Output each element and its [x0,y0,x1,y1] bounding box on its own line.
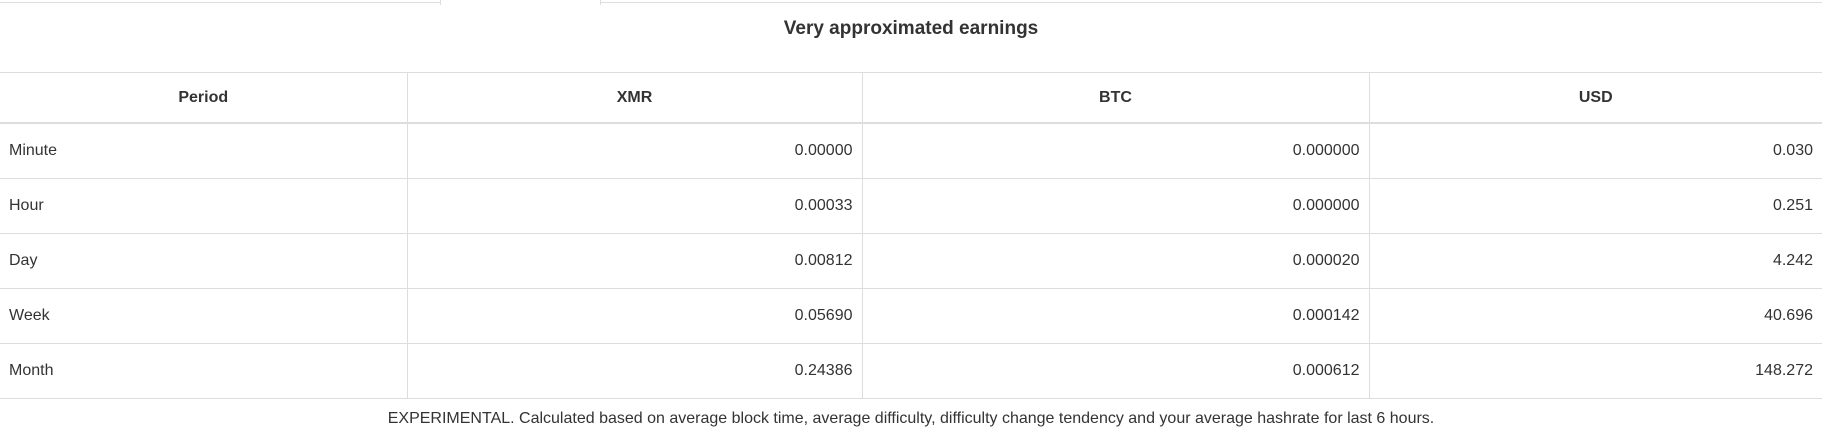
xmr-value: 0.05690 [406,288,862,344]
usd-value: 148.272 [1368,343,1822,399]
experimental-disclaimer: EXPERIMENTAL. Calculated based on averag… [387,410,1435,427]
page-title: Very approximated earnings [783,18,1039,39]
btc-value: 0.000142 [861,288,1369,344]
column-header-usd: USD [1368,72,1822,124]
header-row: Period XMR BTC USD [0,72,1822,124]
btc-value: 0.000000 [861,178,1369,234]
active-tab-remnant[interactable] [440,0,601,5]
xmr-value: 0.00812 [406,233,862,289]
usd-value: 4.242 [1368,233,1822,289]
period-label: Hour [0,178,407,234]
earnings-table-header: Period XMR BTC USD [0,72,1822,124]
table-row-hour: Hour 0.00033 0.000000 0.251 [0,178,1822,234]
usd-value: 40.696 [1368,288,1822,344]
period-label: Minute [0,123,407,179]
table-row-day: Day 0.00812 0.000020 4.242 [0,233,1822,289]
usd-value: 0.251 [1368,178,1822,234]
table-row-week: Week 0.05690 0.000142 40.696 [0,288,1822,344]
period-label: Week [0,288,407,344]
btc-value: 0.000020 [861,233,1369,289]
column-header-btc: BTC [861,72,1369,124]
btc-value: 0.000000 [861,123,1369,179]
table-row-month: Month 0.24386 0.000612 148.272 [0,343,1822,399]
period-label: Month [0,343,407,399]
table-row-minute: Minute 0.00000 0.000000 0.030 [0,123,1822,179]
earnings-table: Period XMR BTC USD Minute 0.00000 0.0000… [0,72,1822,399]
tab-bar-underline [0,0,1822,5]
usd-value: 0.030 [1368,123,1822,179]
xmr-value: 0.00000 [406,123,862,179]
xmr-value: 0.24386 [406,343,862,399]
period-label: Day [0,233,407,289]
earnings-table-body: Minute 0.00000 0.000000 0.030 Hour 0.000… [0,123,1822,399]
column-header-xmr: XMR [406,72,862,124]
btc-value: 0.000612 [861,343,1369,399]
column-header-period: Period [0,72,407,124]
xmr-value: 0.00033 [406,178,862,234]
